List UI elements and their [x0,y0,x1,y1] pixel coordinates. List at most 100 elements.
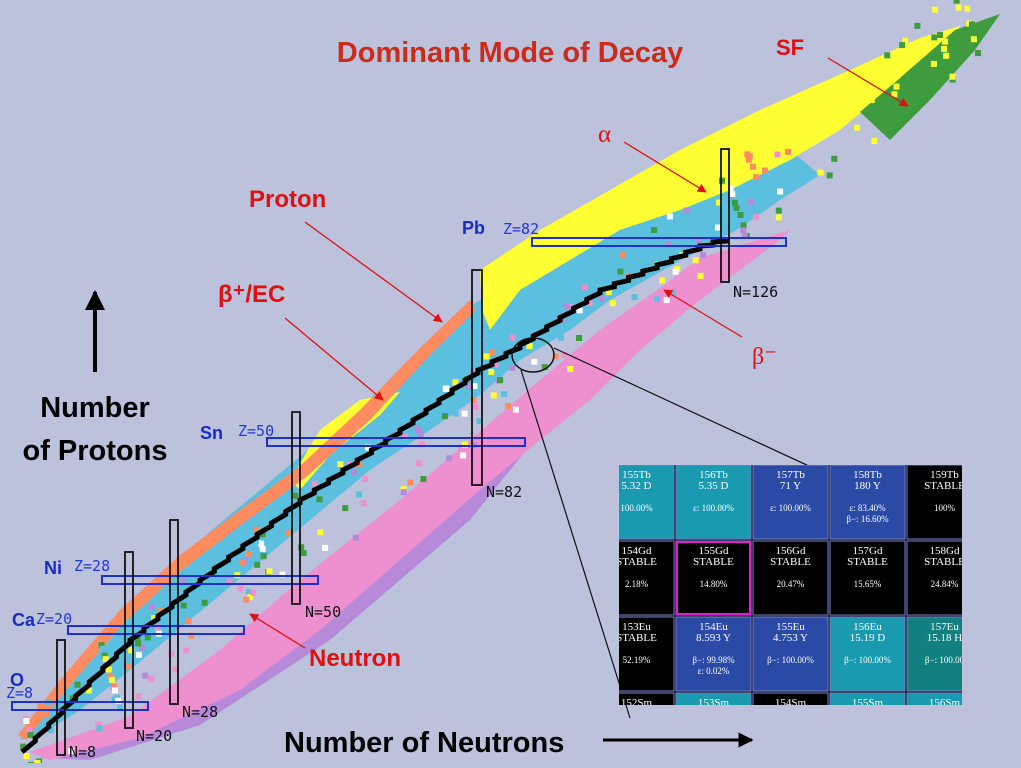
nuclide-cell [969,21,975,28]
nuclide-cell [245,550,252,557]
nuclide-cell [774,151,781,158]
nuclide-cell [134,635,141,642]
nuclide-cell [903,43,910,49]
nuclide-cell [737,212,744,218]
nuclide-cell [817,169,824,176]
nuclide-cell [729,191,736,197]
inset-cell-text: 154Gd [622,545,652,557]
inset-cell-text: STABLE [616,556,657,568]
inset-cell-text: 157Gd [853,545,883,557]
nuclide-cell [317,529,324,536]
nuclide-cell [558,334,564,341]
nuclide-cell [144,634,151,641]
nuclide-cell [101,652,108,659]
nuclide-cell [138,620,145,627]
arrow-beta-minus [663,289,743,338]
inset-cell-text: STABLE [616,632,657,644]
inset-cell-text: ε: 0.02% [698,666,730,676]
shell-box-n82 [471,269,483,486]
shell-box-n126 [720,148,730,283]
inset-cell-text: ε: 83.40% [849,503,886,513]
nuclide-cell [576,307,583,314]
nuclide-cell [458,445,464,452]
nuclide-cell [880,69,887,76]
nuclide-cell [105,666,112,673]
nuclide-cell [135,640,142,647]
inset-cell-text: 156Sm [929,697,961,709]
nuclide-cell [893,83,900,90]
inset-cell-text: 4.753 Y [773,632,808,644]
inset-cell-text: β−: 99.98% [692,655,735,665]
region-beta-minus [30,230,790,760]
inset-cell-text: 155Tb [622,469,651,481]
nuclide-cell [108,676,115,683]
element-pb: Pb [462,218,485,238]
nuclide-cell [472,404,479,411]
inset-cell [752,540,829,616]
inset-cell-text: 152Sm [621,697,653,709]
nuclide-cell [23,718,30,724]
nuclide-cell [47,727,54,734]
nuclide-cell [497,377,504,384]
inset-cell-text: 156Eu [853,621,882,633]
nuclide-cell [756,184,763,191]
nuclide-cell [402,433,409,440]
nuclide-cell [692,257,699,264]
valley-of-stability [20,238,729,754]
nuclide-cell [239,560,246,567]
label-alpha: α [598,121,611,148]
nuclide-cell [300,550,307,556]
n-label-126: N=126 [733,283,778,301]
chart-title: Dominant Mode of Decay [337,37,683,69]
inset-cell-text: 153Eu [622,621,651,633]
nuclide-cell [107,673,114,680]
nuclide-cell [854,124,860,131]
nuclide-cell [605,289,612,296]
nuclide-cell [740,227,747,234]
nuclide-cell [859,81,865,88]
nuclide-cell [98,642,105,649]
nuclide-cell [356,462,363,468]
nuclide-cell [20,743,27,750]
nuclide-cell [189,577,196,584]
nuclide-cell [135,693,142,700]
nuclide-cell [142,672,149,679]
nuclide-cell [872,82,879,89]
nuclide-cell [452,379,459,386]
z-label-82: Z=82 [503,220,539,238]
nuclide-cell [914,22,921,29]
nuclide-cell [168,650,175,657]
n-label-50: N=50 [305,603,341,621]
nuclide-cell [342,505,349,512]
nuclide-cell [407,479,414,486]
nuclide-cell [666,213,673,220]
element-ca: Ca [12,610,36,630]
nuclide-cell [868,97,875,103]
nuclide-cell [442,385,449,392]
inset-cell [619,616,675,692]
nuclide-cell [785,148,792,155]
nuclide-cell [501,391,508,397]
region-sf [860,14,1000,140]
nuclide-cell [237,585,244,592]
n-label-82: N=82 [486,483,522,501]
inset-cell-text: STABLE [924,480,965,492]
inset-cell [619,540,675,616]
nuclide-cell [362,476,369,483]
nuclide-cell [669,221,676,227]
element-o: O [10,670,24,690]
arrow-proton [304,221,443,323]
nuclide-cell [731,199,738,206]
nuclide-cell [609,300,616,307]
nuclide-cell [183,647,190,654]
nuclide-cell [351,469,358,475]
inset-cell-text: 153Sm [698,697,730,709]
inset-cell [829,465,906,540]
nuclide-cell [831,155,838,162]
nuclide-cell [322,544,329,551]
nuclide-cell [352,534,359,541]
z-label-50: Z=50 [238,422,274,440]
nuclide-cell [576,335,582,341]
inset-cell-text: STABLE [847,556,888,568]
